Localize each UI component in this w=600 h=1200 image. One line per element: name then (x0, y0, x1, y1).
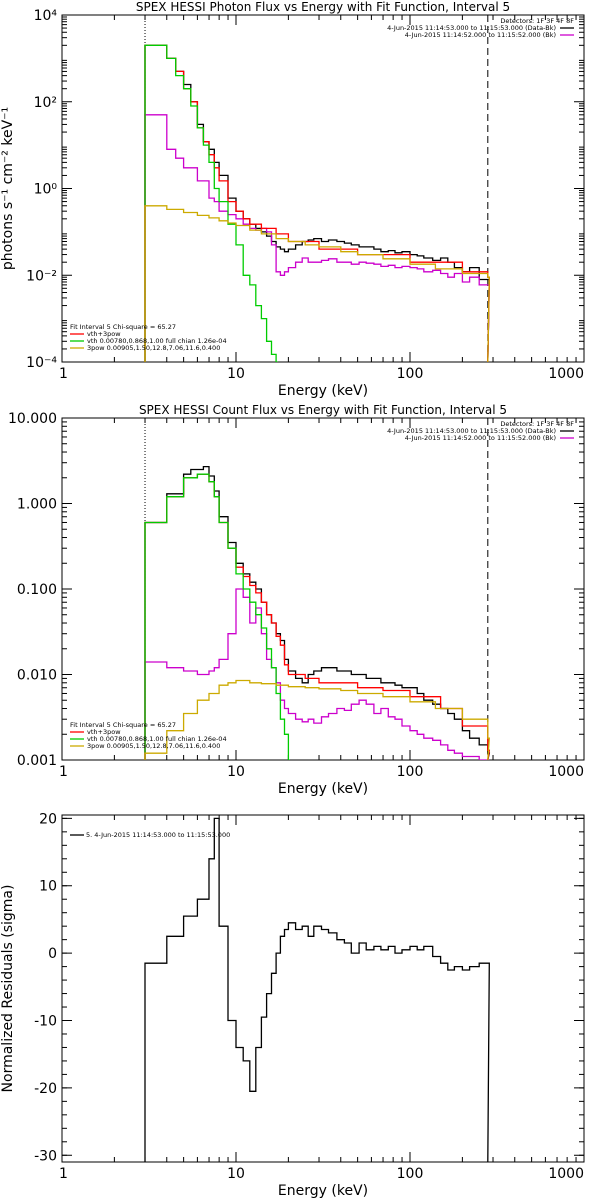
series-3pow (144, 679, 490, 760)
series-vth-3pow (144, 44, 490, 362)
y-tick-label: 0.001 (17, 753, 57, 769)
y-tick-label: 0.100 (17, 582, 57, 598)
panel-3: 1 10 100 1000 Energy (keV) -30 -20 -10 0 10 20 Norm… (0, 811, 585, 1199)
series-bk (144, 588, 490, 760)
x-axis-label: Energy (keV) (278, 383, 368, 399)
series-vth-3pow (144, 473, 491, 760)
y-tick-label: 10⁻⁴ (26, 355, 57, 371)
legend-left-entry: vth 0.00780,0.868,1.00 full chian 1.26e-… (87, 337, 227, 345)
x-tick-label: 1000 (548, 1166, 584, 1182)
y-tick-label: 10⁰ (34, 182, 58, 198)
legend-left-entry: 3pow 0.00905,1.50,12.8,7.06,11.6,0.400 (87, 344, 220, 352)
legend-left-entry: Fit Interval 5 Chi-square = 65.27 (70, 721, 176, 729)
legend-left-entry: Fit Interval 5 Chi-square = 65.27 (70, 323, 176, 331)
chart-title: SPEX HESSI Photon Flux vs Energy with Fi… (136, 0, 510, 14)
y-tick-label: 0 (48, 946, 57, 962)
y-axis-label: Normalized Residuals (sigma) (0, 885, 16, 1093)
x-tick-label: 1000 (548, 764, 584, 780)
series-data-bk (144, 44, 490, 362)
plot-frame (61, 814, 585, 1163)
y-tick-label: 20 (39, 811, 57, 827)
plot-frame (61, 14, 585, 363)
detectors-label: Detectors: 1F 3F 4F 8F (500, 420, 574, 428)
y-tick-label: 10² (34, 95, 57, 111)
x-tick-label: 1 (59, 1166, 68, 1182)
detectors-label: Detectors: 1F 3F 4F 8F (500, 17, 574, 25)
legend-right-entry: 4-Jun-2015 11:14:53.000 to 11:15:53.000 … (387, 427, 556, 435)
plot-frame (61, 417, 585, 761)
y-tick-label: -20 (34, 1081, 57, 1097)
x-axis-label: Energy (keV) (278, 1183, 368, 1199)
legend-left-entry: vth+3pow (87, 330, 121, 338)
series-data-bk (144, 465, 491, 760)
x-tick-label: 1 (59, 764, 68, 780)
y-tick-label: 0.010 (17, 668, 57, 684)
x-tick-label: 10 (227, 366, 245, 382)
panel-1: SPEX HESSI Photon Flux vs Energy with Fi… (0, 0, 585, 399)
x-tick-label: 100 (397, 366, 424, 382)
y-tick-label: 1.000 (17, 497, 57, 513)
x-tick-label: 1000 (548, 366, 584, 382)
series-bk (144, 114, 490, 362)
y-tick-label: 10 (39, 879, 57, 895)
y-axis-label: photons s⁻¹ cm⁻² keV⁻¹ (0, 107, 16, 270)
series-group (144, 817, 490, 1162)
series-vth (144, 473, 290, 760)
series-vth (144, 44, 278, 362)
x-tick-label: 1 (59, 366, 68, 382)
x-axis-label: Energy (keV) (278, 781, 368, 797)
series-3pow (144, 205, 490, 362)
legend-left-entry: vth+3pow (87, 728, 121, 736)
chart-title: SPEX HESSI Count Flux vs Energy with Fit… (139, 403, 507, 417)
y-tick-label: 10.000 (8, 411, 57, 427)
legend-left-entry: vth 0.00780,0.868,1.00 full chian 1.26e-… (87, 735, 227, 743)
legend-right-entry: 4-Jun-2015 11:14:52.000 to 11:15:52.000 … (405, 31, 556, 39)
legend-right-entry: 4-Jun-2015 11:14:52.000 to 11:15:52.000 … (405, 434, 556, 442)
series-residuals (144, 817, 490, 1162)
series-group (144, 465, 491, 760)
x-tick-label: 100 (397, 1166, 424, 1182)
legend-right-entry: 4-Jun-2015 11:14:53.000 to 11:15:53.000 … (387, 24, 556, 32)
y-tick-label: -30 (34, 1148, 57, 1164)
panel-2: SPEX HESSI Count Flux vs Energy with Fit… (8, 403, 585, 797)
y-tick-label: -10 (34, 1014, 57, 1030)
y-tick-label: 10⁴ (34, 8, 58, 24)
y-tick-label: 10⁻² (26, 268, 57, 284)
x-tick-label: 100 (397, 764, 424, 780)
series-group (144, 44, 490, 362)
legend-left-entry: 5. 4-Jun-2015 11:14:53.000 to 11:15:53.0… (86, 831, 230, 839)
x-tick-label: 10 (227, 1166, 245, 1182)
x-tick-label: 10 (227, 764, 245, 780)
legend-left-entry: 3pow 0.00905,1.50,12.8,7.06,11.6,0.400 (87, 742, 220, 750)
